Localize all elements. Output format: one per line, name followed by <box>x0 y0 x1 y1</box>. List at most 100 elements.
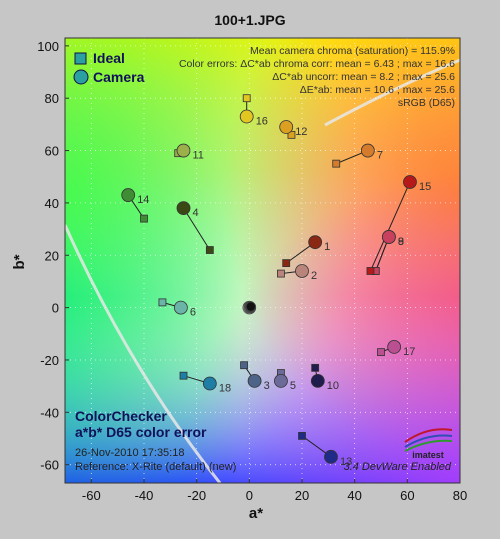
info-subtitle: a*b* D65 color error <box>75 424 207 440</box>
camera-marker <box>310 374 325 388</box>
patch-label: 15 <box>419 181 431 193</box>
ideal-marker <box>277 269 285 278</box>
patch-label: 12 <box>295 126 307 138</box>
y-tick-label: 40 <box>45 196 59 211</box>
x-tick-label: 40 <box>347 488 361 503</box>
y-tick-label: 100 <box>37 39 59 54</box>
x-tick-label: 60 <box>400 488 414 503</box>
ideal-marker <box>332 159 341 168</box>
ideal-marker <box>298 431 306 440</box>
camera-marker <box>202 376 217 391</box>
plot-gradient-magenta <box>65 38 460 483</box>
camera-markers <box>121 109 417 464</box>
logo-swoosh <box>404 428 453 443</box>
camera-marker <box>360 143 375 158</box>
patch-label: 3 <box>264 380 270 392</box>
info-timestamp: 26-Nov-2010 17:35:18 <box>75 447 184 459</box>
ideal-marker <box>205 246 214 254</box>
camera-marker <box>274 374 288 388</box>
legend-camera-label: Camera <box>93 69 145 85</box>
camera-marker <box>247 374 262 388</box>
grid <box>65 38 460 483</box>
camera-marker <box>173 300 188 315</box>
logo-text: imatest <box>412 450 444 460</box>
window-title: 100+1.JPG <box>214 12 285 28</box>
ideal-marker <box>140 214 148 223</box>
camera-marker <box>176 143 191 158</box>
patch-label: 17 <box>403 346 415 358</box>
legend-ideal-marker <box>74 52 87 65</box>
x-tick-label: 20 <box>295 488 309 503</box>
patch-label: 6 <box>190 307 196 319</box>
ideal-marker <box>366 267 375 275</box>
x-tick-label: 80 <box>453 488 467 503</box>
camera-marker <box>308 235 323 250</box>
y-tick-label: 20 <box>45 248 59 263</box>
ideal-marker <box>311 363 320 372</box>
logo-swoosh-3 <box>404 439 453 452</box>
patch-label: 13 <box>340 456 352 468</box>
camera-marker <box>324 449 338 464</box>
patch-label: 14 <box>137 194 149 206</box>
ideal-marker <box>158 298 167 307</box>
stats-line-colorspace: sRGB (D65) <box>398 97 455 109</box>
gamut-boundary-left <box>65 224 222 483</box>
stats-line-uncorr: ΔC*ab uncorr: mean = 8.2 ; max = 25.6 <box>272 71 455 83</box>
y-tick-label: -60 <box>40 458 59 473</box>
x-tick-label: 0 <box>246 488 253 503</box>
y-axis-label: b* <box>11 254 28 269</box>
patch-label: 16 <box>256 116 268 128</box>
camera-marker <box>279 120 294 134</box>
logo-swoosh-2 <box>404 434 453 448</box>
y-tick-label: 80 <box>45 91 59 106</box>
neutral-patches <box>242 300 257 315</box>
legend-camera-marker <box>73 69 89 85</box>
patch-label: 9 <box>398 236 404 248</box>
ideal-markers <box>140 94 385 440</box>
y-tick-label: 60 <box>45 144 59 159</box>
neutral-patch-marker <box>246 301 256 312</box>
camera-marker <box>176 201 191 216</box>
patch-label: 18 <box>219 383 231 395</box>
patch-label: 4 <box>193 207 199 219</box>
ideal-marker <box>242 94 251 103</box>
x-axis-ticks: -60 -40 -20 0 20 40 60 80 <box>82 479 467 503</box>
camera-marker <box>387 339 402 354</box>
info-title: ColorChecker <box>75 408 167 424</box>
legend: Ideal Camera <box>73 50 145 85</box>
stats-line-delta-e: ΔE*ab: mean = 10.6 ; max = 25.6 <box>300 84 455 96</box>
x-tick-label: -20 <box>187 488 206 503</box>
ideal-marker <box>282 259 291 268</box>
camera-marker <box>121 188 136 202</box>
x-tick-label: -60 <box>82 488 101 503</box>
patch-label: 11 <box>193 150 204 162</box>
stats-line-chroma: Mean camera chroma (saturation) = 115.9% <box>250 45 455 57</box>
patch-label: 8 <box>398 236 404 248</box>
patch-label: 2 <box>311 270 317 282</box>
error-line <box>370 181 411 272</box>
patch-label: 7 <box>377 150 383 162</box>
ideal-marker <box>240 361 248 370</box>
y-axis-ticks: -60 -40 -20 0 20 40 60 80 100 <box>37 39 69 473</box>
legend-ideal-label: Ideal <box>93 50 125 66</box>
y-tick-label: -20 <box>40 353 59 368</box>
camera-marker <box>403 175 417 189</box>
ideal-marker <box>377 348 385 357</box>
stats-block: Mean camera chroma (saturation) = 115.9%… <box>179 45 455 109</box>
x-axis-label: a* <box>249 505 263 522</box>
camera-marker <box>381 230 396 244</box>
y-tick-label: 0 <box>52 301 59 316</box>
patch-label: 10 <box>327 380 339 392</box>
camera-marker <box>239 109 254 124</box>
error-line <box>183 207 211 251</box>
camera-marker <box>295 264 309 278</box>
imatest-logo: imatest <box>404 428 453 460</box>
info-block: ColorChecker a*b* D65 color error 26-Nov… <box>75 408 236 473</box>
info-reference: Reference: X-Rite (default) (new) <box>75 461 236 473</box>
ideal-marker <box>179 371 188 380</box>
plot-frame <box>64 37 461 484</box>
patch-label: 1 <box>324 241 330 253</box>
